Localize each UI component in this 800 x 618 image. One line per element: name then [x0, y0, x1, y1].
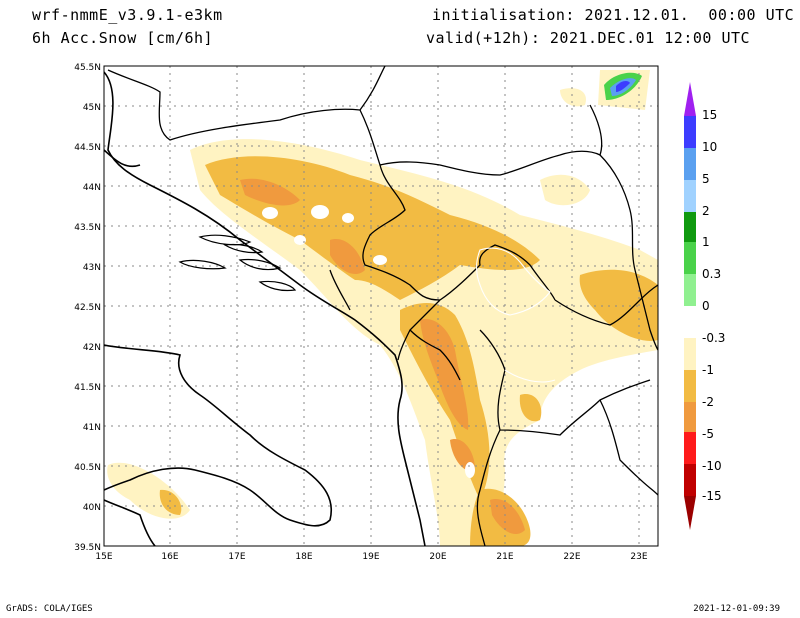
legend-box-neg10-neg5 [684, 432, 696, 464]
legend-label-neg1: -1 [702, 363, 714, 377]
lon-tick-18E: 18E [295, 552, 312, 562]
lat-tick-41N: 41N [83, 423, 101, 433]
legend-labels: 15 10 5 2 1 0.3 0 -0.3 -1 -2 -5 -10 -15 [702, 108, 725, 503]
map-area [104, 66, 658, 546]
legend-label-neg0-3: -0.3 [702, 331, 725, 345]
legend-label-neg15: -15 [702, 489, 722, 503]
lat-tick-45-5N: 45.5N [74, 63, 101, 73]
lon-tick-labels: 15E 16E 17E 18E 19E 20E 21E 22E 23E [95, 552, 647, 562]
region-borders [476, 247, 556, 383]
legend-label-5: 5 [702, 172, 710, 186]
snow-field-positive [604, 72, 642, 100]
footer-credit: GrADS: COLA/IGES [6, 604, 93, 614]
lat-tick-44N: 44N [83, 183, 101, 193]
lat-tick-45N: 45N [83, 103, 101, 113]
legend-label-neg10: -10 [702, 459, 722, 473]
valid-time: valid(+12h): 2021.DEC.01 12:00 UTC [426, 29, 751, 47]
lat-tick-43-5N: 43.5N [74, 223, 101, 233]
model-title: wrf-nmmE_v3.9.1-e3km [32, 6, 223, 24]
legend-label-0-3: 0.3 [702, 267, 721, 281]
lat-tick-41-5N: 41.5N [74, 383, 101, 393]
legend-label-15: 15 [702, 108, 717, 122]
legend-label-1: 1 [702, 235, 710, 249]
legend-box-0-03 [684, 274, 696, 306]
lon-tick-15E: 15E [95, 552, 112, 562]
legend-box-neg5-neg2 [684, 402, 696, 432]
lon-tick-16E: 16E [161, 552, 178, 562]
lat-tick-44-5N: 44.5N [74, 143, 101, 153]
legend-box-2-5 [684, 180, 696, 212]
legend-colorbar [684, 82, 696, 530]
legend-box-10-15 [684, 116, 696, 148]
legend-label-neg2: -2 [702, 395, 714, 409]
lon-tick-20E: 20E [429, 552, 446, 562]
field-title: 6h Acc.Snow [cm/6h] [32, 29, 214, 47]
country-borders [107, 66, 658, 546]
snow-field-light [107, 70, 658, 546]
lat-tick-labels: 45.5N 45N 44.5N 44N 43.5N 43N 42.5N 42N … [74, 63, 101, 553]
legend-box-neg03-0 [684, 306, 696, 338]
legend-label-0: 0 [702, 299, 710, 313]
legend-arrow-top [684, 82, 696, 116]
lon-tick-23E: 23E [630, 552, 647, 562]
legend-label-neg5: -5 [702, 427, 714, 441]
lon-tick-17E: 17E [228, 552, 245, 562]
legend-label-2: 2 [702, 204, 710, 218]
legend-label-10: 10 [702, 140, 717, 154]
lon-tick-21E: 21E [496, 552, 513, 562]
map-frame [103, 65, 659, 547]
lat-tick-42N: 42N [83, 343, 101, 353]
footer-timestamp: 2021-12-01-09:39 [693, 604, 780, 614]
lat-tick-42-5N: 42.5N [74, 303, 101, 313]
snow-field-clear [262, 205, 475, 478]
legend-arrow-bottom [684, 496, 696, 530]
legend-box-03-1 [684, 242, 696, 274]
islands [178, 234, 297, 292]
coastlines [104, 71, 426, 546]
legend-box-5-10 [684, 148, 696, 180]
map-grid [104, 66, 658, 546]
lon-tick-19E: 19E [362, 552, 379, 562]
legend-box-neg15-neg10 [684, 464, 696, 496]
lat-tick-40-5N: 40.5N [74, 463, 101, 473]
lat-tick-43N: 43N [83, 263, 101, 273]
legend-box-neg1-neg03 [684, 338, 696, 370]
lon-tick-22E: 22E [563, 552, 580, 562]
lat-tick-39-5N: 39.5N [74, 543, 101, 553]
lat-tick-40N: 40N [83, 503, 101, 513]
snow-field-heavy [240, 178, 525, 535]
init-time: initialisation: 2021.12.01. 00:00 UTC [432, 6, 795, 24]
legend-box-1-2 [684, 212, 696, 242]
legend-box-neg2-neg1 [684, 370, 696, 402]
